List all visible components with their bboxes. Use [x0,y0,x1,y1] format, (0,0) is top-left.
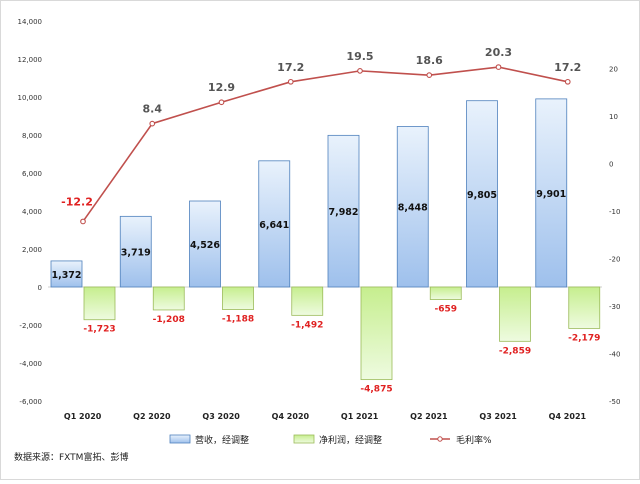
profit-bar-label: -1,208 [153,315,185,325]
legend-swatch-revenue [169,434,191,444]
profit-bar-label: -659 [434,305,457,315]
x-tick-label: Q4 2020 [272,412,310,421]
margin-point [564,78,571,85]
margin-point-label: 12.9 [208,81,235,94]
y-left-tick-label: 8,000 [22,132,42,140]
y-left-tick-label: 12,000 [18,56,43,64]
x-tick-label: Q2 2020 [133,412,171,421]
y-right-tick-label: -40 [609,351,620,359]
y-left-tick-label: 14,000 [18,18,43,26]
y-left-tick-label: 4,000 [22,208,42,216]
x-tick-label: Q1 2020 [64,412,102,421]
margin-point-label: 18.6 [416,54,443,67]
y-right-tick-label: 20 [609,66,618,74]
margin-point-label: 20.3 [485,46,512,59]
revenue-bar [327,134,360,288]
y-right-tick-label: -30 [609,303,620,311]
y-right-tick-label: 10 [609,113,618,121]
margin-line-path [82,66,568,222]
revenue-bar-label: 9,805 [467,190,497,201]
margin-point [495,64,502,70]
x-tick-label: Q2 2021 [410,412,448,421]
profit-bar [291,286,324,316]
revenue-bar-label: 3,719 [121,248,151,259]
profit-bar-label: -1,492 [291,320,323,330]
profit-bar [152,286,185,311]
margin-point-label: 8.4 [143,103,163,116]
y-left-tick-label: -6,000 [19,398,42,406]
revenue-bar-label: 1,372 [51,270,81,281]
revenue-bar-label: 8,448 [398,203,428,214]
profit-bar [429,286,462,300]
margin-point [357,68,363,74]
profit-bar [568,286,601,329]
margin-line [80,64,571,225]
x-tick-label: Q3 2021 [479,412,517,421]
profit-bar-label: -4,875 [360,385,392,395]
revenue-bar-label: 6,641 [259,220,289,231]
data-labels: 1,372 -1,723 3,719 -1,208 4,526 -1,188 6,641 -1… [51,46,600,395]
margin-point-label: 17.2 [554,61,581,74]
profit-bar-label: -2,859 [499,346,531,356]
revenue-bar [535,98,568,288]
legend-swatch-margin-dot [437,436,443,442]
legend-label-revenue: 营收，经调整 [195,434,249,446]
revenue-bar [466,100,498,288]
y-right-tick-label: -50 [609,398,620,406]
profit-bar [360,286,393,381]
margin-point-label: -12.2 [61,195,93,208]
y-left-tick-label: -4,000 [19,360,42,368]
margin-point-label: 17.2 [277,61,304,74]
revenue-bar [50,260,83,288]
axes: -6,000 -4,000 -2,000 0 2,000 4,000 6,000 8,000 1… [18,18,621,421]
y-right-tick-label: -10 [609,208,620,216]
y-left-tick-label: -2,000 [19,322,42,330]
revenue-bar [258,160,291,288]
source-note: 数据来源：FXTM富拓、彭博 [14,453,129,463]
profit-bar-label: -2,179 [568,333,600,343]
revenue-bar [119,215,152,288]
revenue-bar [189,200,221,288]
revenue-bar [396,126,429,288]
x-tick-label: Q4 2021 [549,412,587,421]
revenue-bar-label: 9,901 [536,189,566,200]
margin-point [218,99,225,106]
x-tick-label: Q3 2020 [202,412,240,421]
profit-bar [222,286,254,310]
margin-point [287,78,294,85]
y-right-tick-label: 0 [609,161,613,169]
profit-bar-label: -1,723 [83,325,115,335]
bars [50,98,601,381]
profit-bar [499,286,531,342]
legend-swatch-profit [293,434,315,444]
profit-bar [83,286,116,321]
y-left-tick-label: 6,000 [22,170,42,178]
legend-label-profit: 净利润，经调整 [319,434,382,446]
margin-point [149,120,156,127]
revenue-bar-label: 4,526 [190,240,220,251]
y-left-tick-label: 0 [38,284,42,292]
y-right-tick-label: -20 [609,256,620,264]
legend-label-margin: 毛利率% [456,434,492,446]
revenue-bar-label: 7,982 [328,207,358,218]
profit-bar-label: -1,188 [222,315,254,325]
margin-point [80,218,86,225]
margin-point-label: 19.5 [346,50,373,63]
y-left-tick-label: 2,000 [22,246,42,254]
margin-point [426,72,433,78]
x-tick-label: Q1 2021 [341,412,379,421]
y-left-tick-label: 10,000 [18,94,43,102]
legend: 营收，经调整 净利润，经调整 毛利率% [169,434,492,446]
